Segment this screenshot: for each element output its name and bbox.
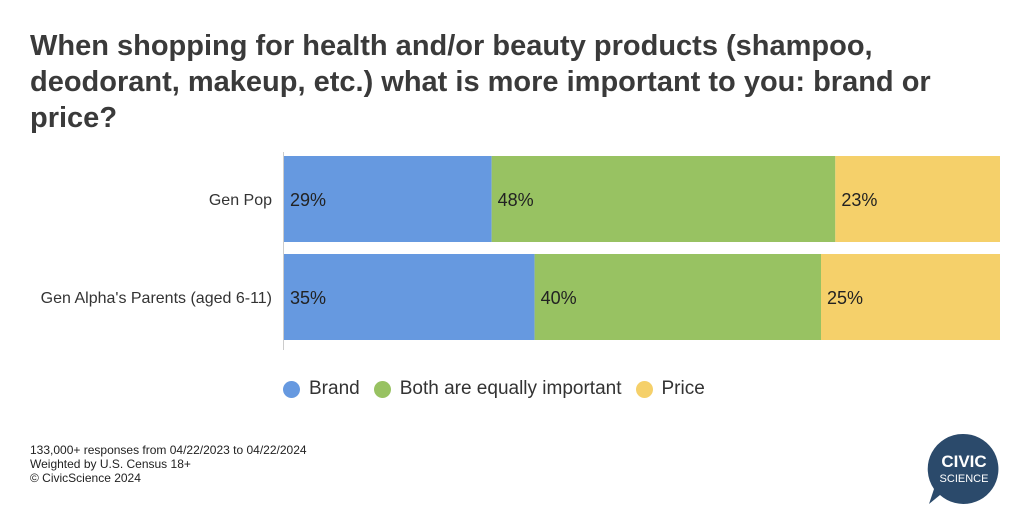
footnote-responses: 133,000+ responses from 04/22/2023 to 04…	[30, 443, 307, 457]
data-label-both-are-equally-important-gen-alpha-s-parents-aged-6-11: 40%	[541, 288, 577, 308]
bar-segment-brand-gen-alpha-s-parents-aged-6-11	[284, 254, 535, 340]
bar-segment-price-gen-alpha-s-parents-aged-6-11	[821, 254, 1000, 340]
legend-item-both: Both are equally important	[373, 378, 622, 400]
chart-legend: Brand Both are equally important Price	[283, 378, 719, 400]
data-label-brand-gen-pop: 29%	[290, 190, 326, 210]
chart-title: When shopping for health and/or beauty p…	[30, 30, 931, 134]
stacked-bar-chart: Gen Pop 29% 48% 23% Gen Alpha's Parents (age…	[41, 152, 1000, 350]
footnote: 133,000+ responses from 04/22/2023 to 04…	[30, 443, 307, 485]
legend-swatch-both	[373, 380, 391, 398]
data-label-brand-gen-alpha-s-parents-aged-6-11: 35%	[290, 288, 326, 308]
legend-swatch-price	[635, 380, 653, 398]
footnote-weighting: Weighted by U.S. Census 18+	[30, 457, 191, 471]
logo-speech-bubble-shape	[927, 433, 999, 504]
bar-segment-both-are-equally-important-gen-alpha-s-parents-aged-6-11	[534, 254, 821, 340]
civicscience-logo: CIVIC SCIENCE	[927, 433, 999, 504]
bar-segment-price-gen-pop	[835, 156, 1000, 242]
bar-segment-brand-gen-pop	[284, 156, 492, 242]
legend-item-price: Price	[635, 378, 705, 400]
data-label-price-gen-pop: 23%	[841, 190, 877, 210]
category-label-gen-pop: Gen Pop	[209, 192, 272, 209]
legend-label-price: Price	[661, 378, 705, 399]
footnote-copyright: © CivicScience 2024	[30, 471, 141, 485]
legend-swatch-brand	[283, 380, 300, 398]
bar-segment-both-are-equally-important-gen-pop	[491, 156, 836, 242]
logo-text-civic: CIVIC	[941, 452, 986, 471]
data-label-price-gen-alpha-s-parents-aged-6-11: 25%	[827, 288, 863, 308]
bar-group: Gen Pop 29% 48% 23% Gen Alpha's Parents (age…	[41, 156, 1000, 340]
logo-text-science: SCIENCE	[940, 473, 989, 485]
category-label-gen-alpha-s-parents-aged-6-11: Gen Alpha's Parents (aged 6-11)	[41, 290, 272, 307]
legend-label-brand: Brand	[309, 378, 360, 399]
data-label-both-are-equally-important-gen-pop: 48%	[498, 190, 534, 210]
legend-item-brand: Brand	[283, 378, 360, 400]
legend-label-both: Both are equally important	[399, 378, 622, 399]
